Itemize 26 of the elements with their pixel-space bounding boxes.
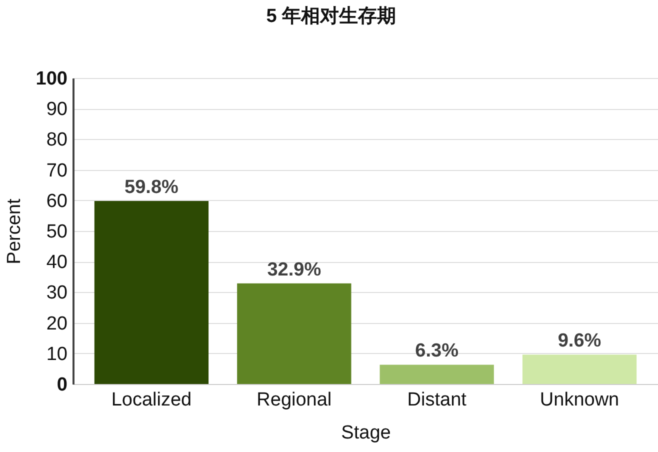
y-tick-label: 10 <box>46 344 68 365</box>
chart-title: 5 年相对生存期 <box>266 5 396 27</box>
y-tick-label: 0 <box>56 374 68 396</box>
x-tick-label: Unknown <box>540 390 620 410</box>
y-tick-label: 90 <box>46 99 68 120</box>
y-tick-label: 50 <box>46 222 68 242</box>
y-tick-label: 70 <box>46 160 68 182</box>
y-tick-label: 20 <box>46 313 68 334</box>
x-tick-label: Distant <box>407 390 468 410</box>
bar <box>522 354 637 384</box>
data-label: 6.3% <box>415 340 459 362</box>
bar <box>94 201 209 384</box>
y-axis-title: Percent <box>4 198 25 264</box>
data-label: 32.9% <box>267 259 322 280</box>
y-tick-label: 80 <box>46 130 68 151</box>
x-tick-label: Regional <box>256 390 332 410</box>
y-tick-label: 40 <box>46 252 68 274</box>
y-tick-label: 30 <box>46 282 68 304</box>
x-tick-label: Localized <box>111 390 192 410</box>
x-axis-title: Stage <box>341 422 391 444</box>
bar <box>380 364 494 384</box>
data-label: 59.8% <box>124 177 179 198</box>
y-tick-label: 100 <box>36 68 68 90</box>
bar <box>237 283 352 384</box>
y-tick-label: 60 <box>46 190 68 212</box>
data-label: 9.6% <box>558 330 602 352</box>
